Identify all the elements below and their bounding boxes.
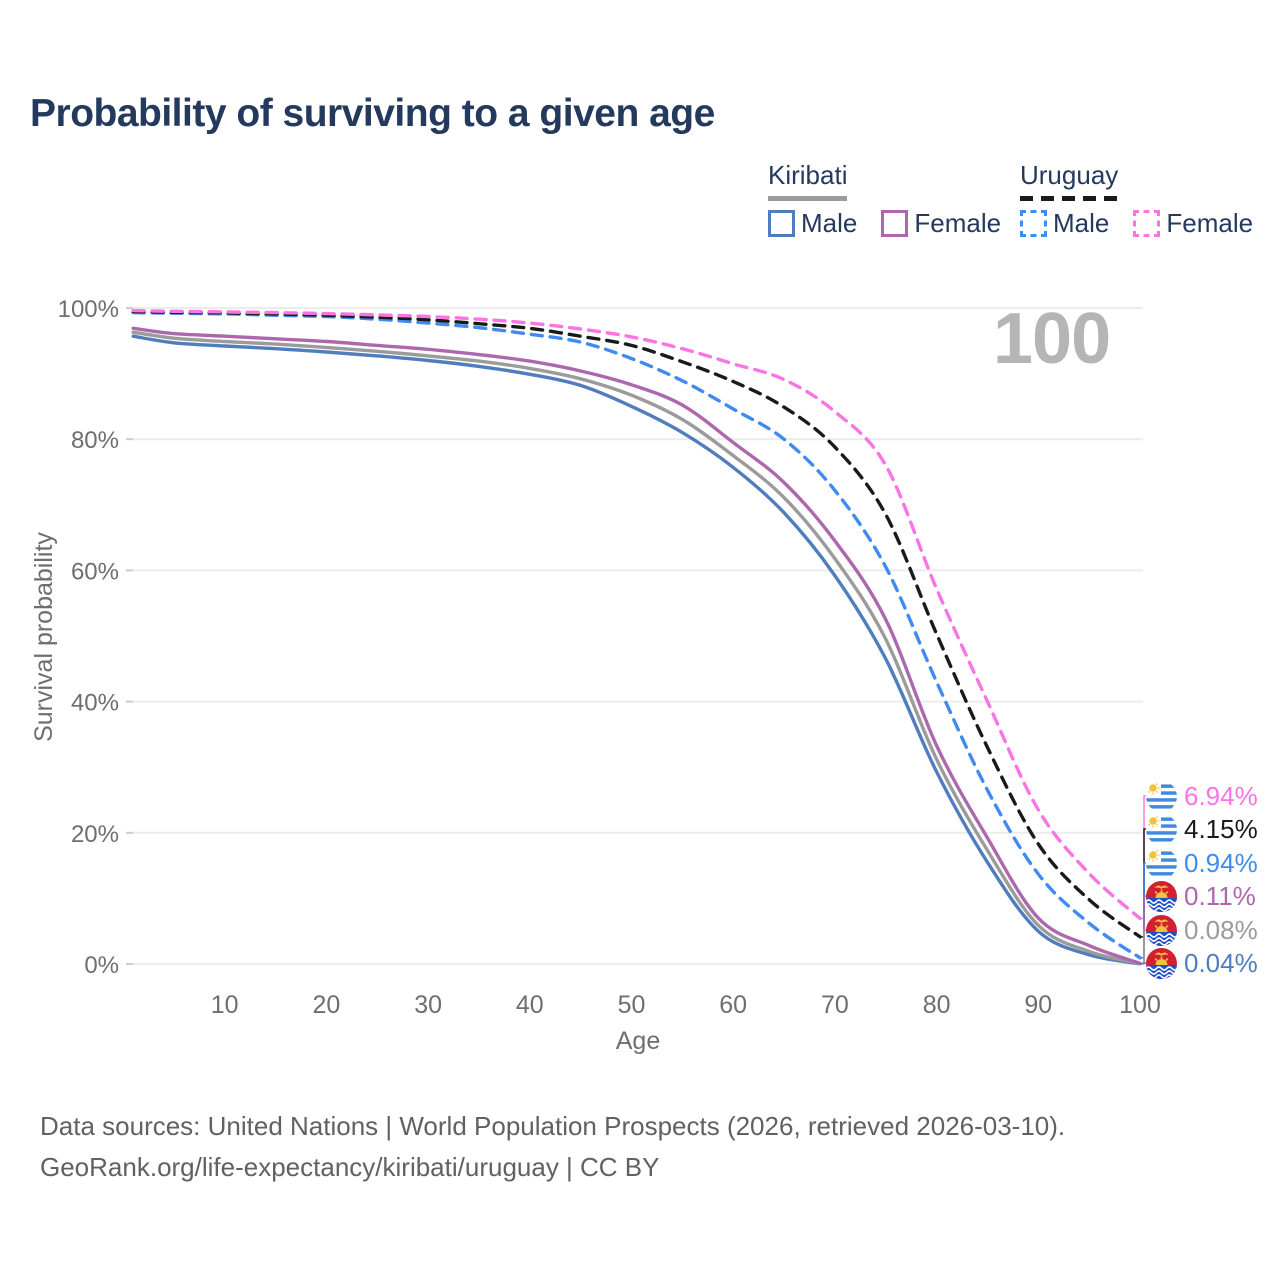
dashed-line-swatch-icon — [1020, 196, 1118, 201]
solid-box-swatch-icon — [881, 210, 909, 237]
legend-item-uruguay-female: Female — [1133, 208, 1253, 239]
curve-kiribati-female — [131, 326, 1142, 965]
x-tick-label: 90 — [1024, 991, 1052, 1019]
x-tick-label: 80 — [923, 991, 951, 1019]
legend-group-uruguay: Uruguay Male Female — [1020, 160, 1253, 239]
age-watermark: 100 — [993, 299, 1111, 379]
y-tick-label: 100% — [58, 296, 119, 323]
legend-item-uruguay-male: Male — [1020, 208, 1109, 239]
curve-kiribati-male — [131, 334, 1142, 966]
legend-group-title: Kiribati — [768, 160, 848, 190]
legend-item-label: Male — [1053, 208, 1110, 238]
solid-box-swatch-icon — [768, 210, 795, 237]
x-tick-label: 40 — [516, 991, 544, 1019]
y-tick-label: 60% — [71, 558, 119, 585]
page-title: Probability of surviving to a given age — [30, 92, 715, 135]
legend-item-label: Female — [1166, 208, 1254, 238]
x-tick-label: 60 — [719, 991, 747, 1019]
survival-curves — [131, 308, 1142, 966]
y-tick-label: 40% — [71, 690, 119, 717]
footer: Data sources: United Nations | World Pop… — [40, 1106, 1065, 1188]
x-tick-label: 20 — [312, 991, 340, 1019]
x-tick-label: 100 — [1119, 991, 1161, 1019]
legend-item-kiribati-female: Female — [881, 208, 1001, 239]
footer-url-line: GeoRank.org/life-expectancy/kiribati/uru… — [40, 1152, 660, 1183]
legend-group-kiribati: Kiribati Male Female — [768, 160, 1001, 239]
legend-item-label: Female — [914, 208, 1002, 238]
footer-sources-line: Data sources: United Nations | World Pop… — [40, 1111, 1066, 1141]
dashed-box-swatch-icon — [1133, 210, 1161, 237]
y-axis-title: Survival probability — [30, 532, 58, 742]
x-axis-title: Age — [616, 1027, 660, 1055]
x-tick-label: 50 — [618, 991, 646, 1019]
y-tick-label: 80% — [71, 427, 119, 454]
x-tick-label: 30 — [414, 991, 442, 1019]
legend-item-kiribati-male: Male — [768, 208, 857, 239]
curve-kiribati-both — [131, 330, 1142, 966]
x-axis: 10 20 30 40 50 60 70 80 90 100 Age — [211, 991, 1161, 1055]
x-tick-label: 70 — [821, 991, 849, 1019]
curve-uruguay-female — [131, 308, 1142, 921]
gridlines: 0% 20% 40% 60% 80% 100% — [58, 296, 1143, 979]
dashed-box-swatch-icon — [1020, 210, 1047, 237]
x-tick-label: 10 — [211, 991, 239, 1019]
solid-line-swatch-icon — [768, 196, 847, 201]
legend-item-label: Male — [801, 208, 858, 238]
end-label-connectors — [1140, 795, 1148, 965]
y-tick-label: 0% — [84, 952, 119, 979]
y-tick-label: 20% — [71, 821, 119, 848]
legend: Kiribati Male Female Uruguay Male Female — [0, 0, 1280, 260]
legend-group-title: Uruguay — [1020, 160, 1119, 190]
